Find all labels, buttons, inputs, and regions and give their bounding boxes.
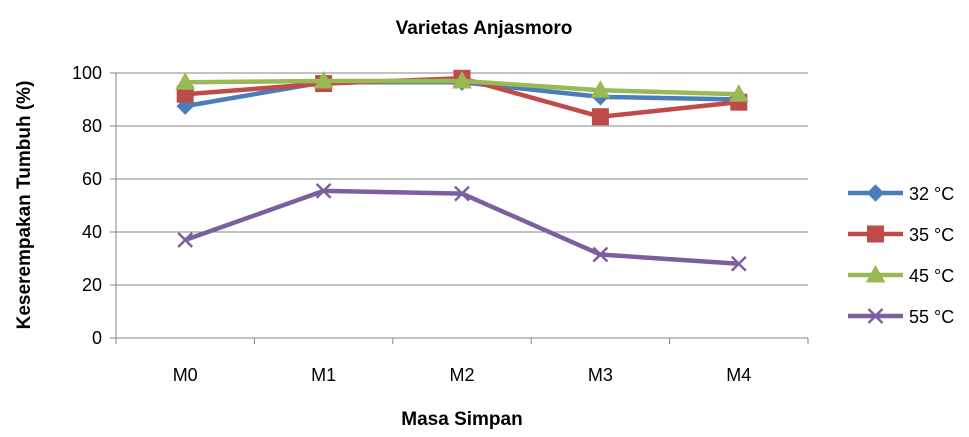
legend-item: 35 °C: [848, 225, 954, 245]
legend-marker: [865, 264, 886, 283]
y-tick-label: 60: [82, 169, 102, 189]
data-point: [728, 84, 749, 102]
legend-item: 32 °C: [848, 184, 954, 204]
legend-marker: [866, 184, 885, 202]
data-point: [177, 232, 194, 248]
y-tick-label: 20: [82, 275, 102, 295]
legend-label: 55 °C: [909, 307, 954, 327]
legend-item: 45 °C: [848, 264, 954, 286]
legend-marker: [867, 225, 884, 243]
x-tick-label: M1: [311, 365, 336, 385]
y-tick-label: 80: [82, 116, 102, 136]
data-point: [313, 70, 334, 89]
y-tick-label: 40: [82, 222, 102, 242]
series-4: [177, 183, 747, 272]
y-tick-label: 100: [72, 63, 102, 83]
axes: 0 20 40 60 80 100 M0 M1 M2 M3 M4: [72, 63, 809, 385]
series-3: [175, 70, 749, 102]
legend-label: 35 °C: [909, 225, 954, 245]
series-lines: [175, 69, 749, 272]
data-point: [592, 246, 609, 263]
legend-marker: [867, 308, 884, 324]
legend: 32 °C 35 °C 45 °C 55 °C: [848, 184, 954, 327]
data-point: [452, 70, 472, 89]
data-point: [730, 255, 747, 272]
series-line: [184, 188, 739, 267]
legend-item: 55 °C: [848, 307, 954, 327]
data-point: [315, 183, 332, 199]
legend-label: 32 °C: [909, 184, 954, 204]
y-tick-label: 0: [92, 328, 102, 348]
legend-label: 45 °C: [909, 266, 954, 286]
x-tick-label: M2: [449, 365, 474, 385]
data-point: [454, 185, 470, 202]
x-tick-label: M3: [588, 365, 613, 385]
y-axis-title: Keserempakan Tumbuh (%): [14, 81, 35, 330]
x-tick-label: M4: [726, 365, 751, 385]
data-point: [591, 108, 609, 126]
x-axis-title: Masa Simpan: [401, 409, 522, 430]
x-tick-label: M0: [173, 365, 198, 385]
data-point: [590, 80, 611, 98]
chart-title: Varietas Anjasmoro: [396, 18, 573, 39]
data-point: [175, 72, 196, 90]
